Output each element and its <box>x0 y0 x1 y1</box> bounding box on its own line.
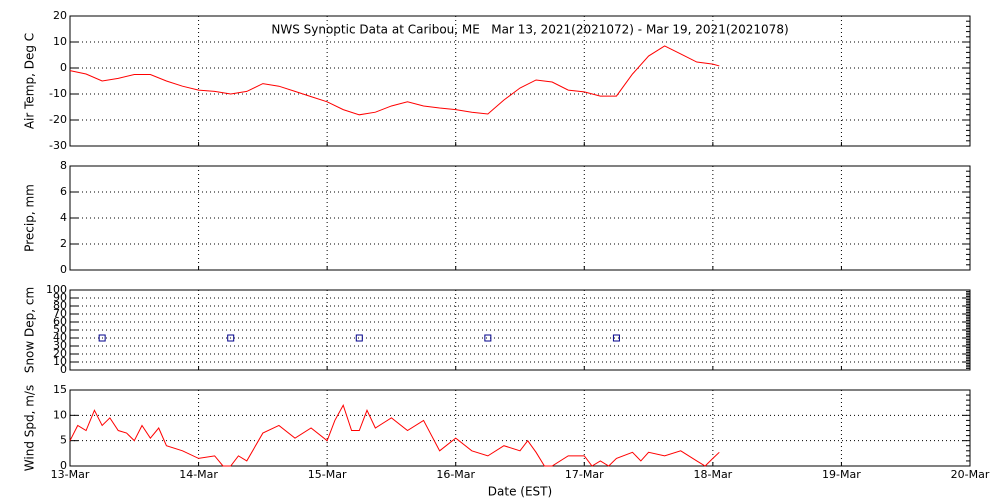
data-point <box>98 334 106 342</box>
y-tick-label: -20 <box>49 113 67 126</box>
y-tick-label: 10 <box>53 355 67 368</box>
data-point <box>227 334 235 342</box>
data-line <box>69 45 720 116</box>
data-point <box>612 334 620 342</box>
x-tick-label: 16-Mar <box>436 468 475 481</box>
data-point <box>484 334 492 342</box>
y-tick-label: 8 <box>60 159 67 172</box>
y-tick-label: 30 <box>53 339 67 352</box>
x-tick-label: 14-Mar <box>179 468 218 481</box>
x-tick-label: 17-Mar <box>565 468 604 481</box>
x-tick-label: 20-Mar <box>951 468 990 481</box>
y-tick-label: 20 <box>53 9 67 22</box>
y-tick-label: 10 <box>53 408 67 421</box>
y-tick-label: 100 <box>46 283 67 296</box>
x-axis-label: Date (EST) <box>488 485 552 499</box>
plot-frame <box>69 389 971 467</box>
chart-title: NWS Synoptic Data at Caribou, ME Mar 13,… <box>271 23 788 37</box>
y-axis-label: Air Temp, Deg C <box>23 33 37 129</box>
x-tick-label: 18-Mar <box>693 468 732 481</box>
data-point <box>355 334 363 342</box>
y-axis-label: Precip, mm <box>23 184 37 252</box>
y-tick-label: 90 <box>53 291 67 304</box>
y-tick-label: 4 <box>60 211 67 224</box>
y-tick-label: -30 <box>49 139 67 152</box>
x-tick-label: 13-Mar <box>51 468 90 481</box>
y-tick-label: -10 <box>49 87 67 100</box>
y-tick-label: 0 <box>60 61 67 74</box>
y-tick-label: 0 <box>60 363 67 376</box>
y-tick-label: 80 <box>53 299 67 312</box>
y-tick-label: 10 <box>53 35 67 48</box>
y-tick-label: 5 <box>60 434 67 447</box>
y-tick-label: 70 <box>53 307 67 320</box>
x-tick-label: 19-Mar <box>822 468 861 481</box>
y-tick-label: 40 <box>53 331 67 344</box>
data-line <box>69 403 720 467</box>
y-tick-label: 6 <box>60 185 67 198</box>
y-tick-label: 0 <box>60 459 67 472</box>
y-axis-label: Wind Spd, m/s <box>23 385 37 471</box>
y-tick-label: 0 <box>60 263 67 276</box>
plot-frame <box>69 15 971 147</box>
y-tick-label: 20 <box>53 347 67 360</box>
y-tick-label: 50 <box>53 323 67 336</box>
y-tick-label: 15 <box>53 383 67 396</box>
y-tick-label: 60 <box>53 315 67 328</box>
y-tick-label: 2 <box>60 237 67 250</box>
x-tick-label: 15-Mar <box>308 468 347 481</box>
y-axis-label: Snow Dep, cm <box>23 287 37 373</box>
